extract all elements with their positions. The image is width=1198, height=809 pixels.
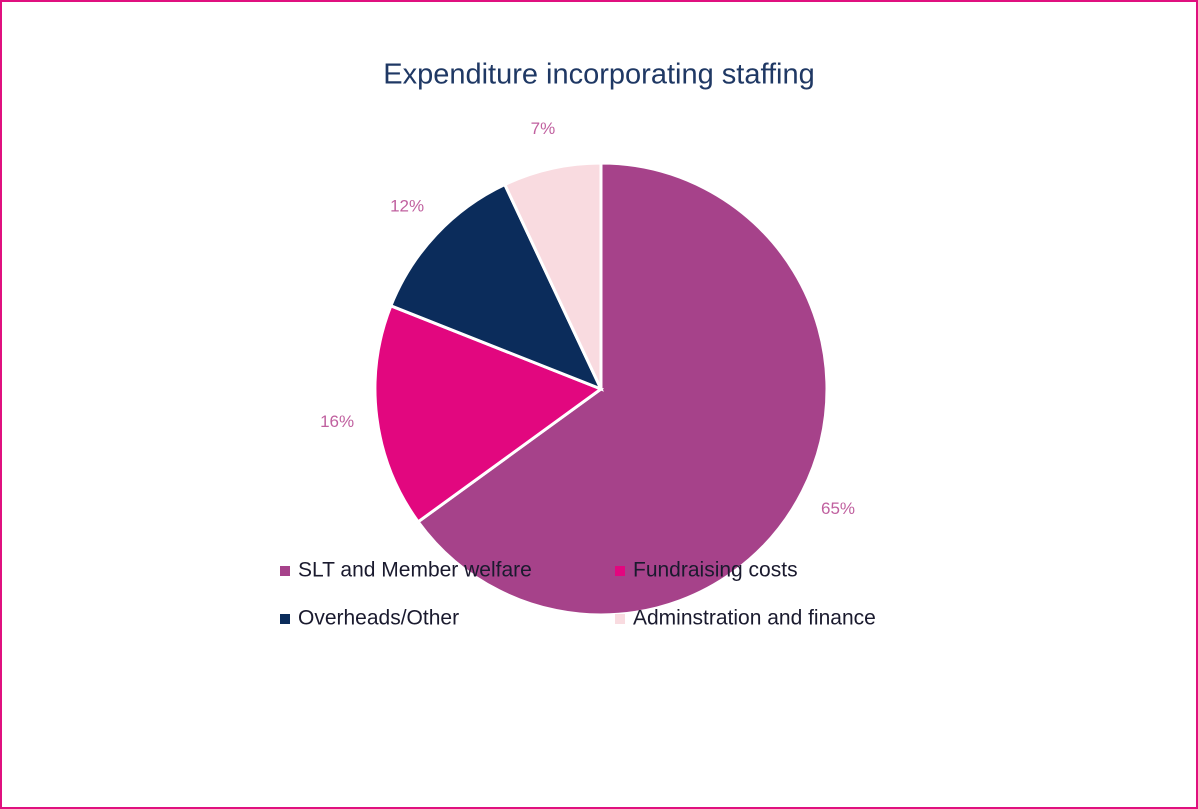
chart-title: Expenditure incorporating staffing xyxy=(383,59,815,91)
data-label: 7% xyxy=(531,119,556,138)
legend-label: Fundraising costs xyxy=(633,559,798,582)
pie-slice xyxy=(373,303,605,524)
pie-slice xyxy=(416,161,829,617)
legend-swatch xyxy=(615,566,625,576)
pie-slice xyxy=(502,161,603,390)
legend-swatch xyxy=(280,566,290,576)
data-label: 16% xyxy=(320,412,354,431)
data-label: 65% xyxy=(821,499,855,518)
legend-label: SLT and Member welfare xyxy=(298,559,532,582)
pie-slice xyxy=(388,182,604,392)
legend-swatch xyxy=(615,614,625,624)
data-label: 12% xyxy=(390,196,424,215)
legend-label: Overheads/Other xyxy=(298,607,459,630)
legend-swatch xyxy=(280,614,290,624)
legend-label: Adminstration and finance xyxy=(633,607,876,630)
